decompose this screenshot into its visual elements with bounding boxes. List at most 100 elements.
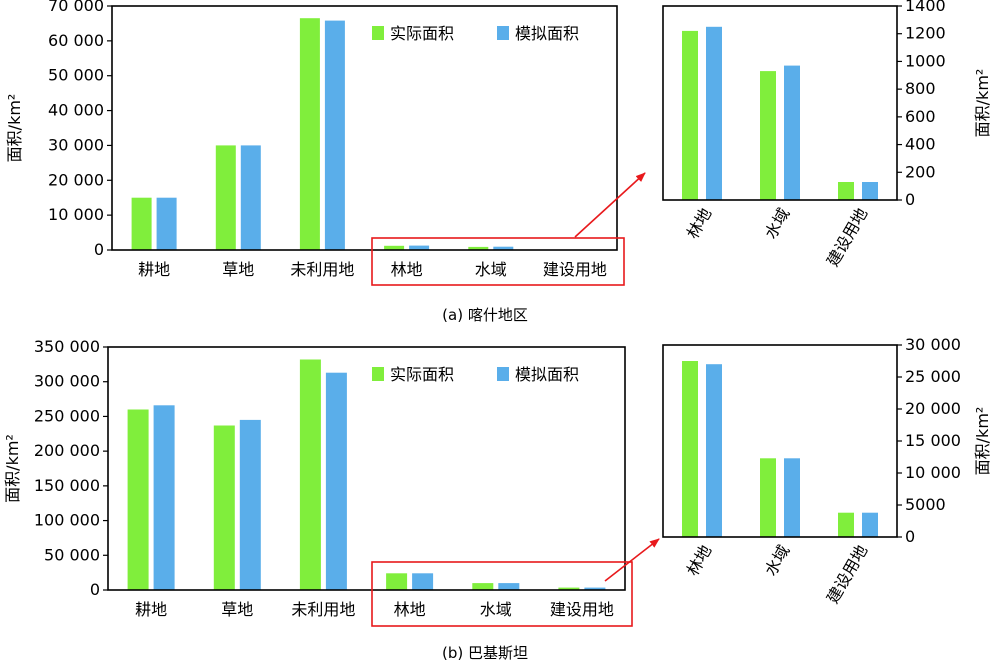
x-tick-label: 林地: [391, 260, 423, 279]
y-tick-label: 0: [905, 527, 915, 546]
y-tick-label: 20 000: [905, 399, 961, 418]
y-tick-label: 100 000: [34, 511, 100, 530]
bar-simulated: [498, 583, 520, 590]
y-tick-label: 400: [905, 135, 936, 154]
y-tick-label: 1200: [905, 24, 946, 43]
bar-actual: [384, 245, 405, 250]
y-axis-label: 面积/km²: [5, 94, 24, 163]
x-tick-label: 水域: [480, 600, 512, 619]
y-tick-label: 1000: [905, 51, 946, 70]
y-tick-label: 1400: [905, 0, 946, 15]
y-tick-label: 60 000: [48, 31, 104, 50]
y-tick-label: 10 000: [905, 463, 961, 482]
plot-frame: [111, 5, 618, 251]
x-tick-label: 草地: [222, 260, 254, 279]
bar-actual: [760, 458, 776, 537]
bar-actual: [472, 583, 494, 590]
bar-actual: [215, 145, 236, 250]
y-tick-label: 350 000: [34, 337, 100, 356]
bar-simulated: [239, 419, 261, 590]
x-tick-label: 水域: [761, 542, 793, 579]
y-tick-label: 25 000: [905, 367, 961, 386]
legend-swatch-actual: [372, 26, 384, 40]
bar-simulated: [325, 372, 347, 590]
x-tick-label: 草地: [221, 600, 253, 619]
y-tick-label: 20 000: [48, 170, 104, 189]
chart-a-inset: 林地 水域 建设用地 0 200 400 600 800 1000 1200 1400 面积/km²: [662, 0, 992, 270]
bar-simulated: [324, 20, 345, 250]
plot-frame: [107, 346, 626, 591]
bar-simulated: [156, 197, 177, 250]
x-tick-label: 林地: [683, 542, 715, 579]
x-tick-label: 建设用地: [550, 600, 614, 619]
y-tick-label: 30 000: [48, 135, 104, 154]
highlight-box-b: [371, 561, 633, 627]
y-tick-label: 0: [94, 240, 104, 259]
bar-simulated: [706, 26, 722, 200]
bar-actual: [127, 409, 149, 590]
bar-simulated: [584, 587, 606, 590]
y-tick-label: 40 000: [48, 101, 104, 120]
y-tick-label: 5000: [905, 495, 946, 514]
bar-actual: [682, 361, 698, 537]
y-axis-label: 面积/km²: [973, 69, 992, 138]
bar-simulated: [862, 182, 878, 200]
x-tick-label: 建设用地: [823, 205, 871, 270]
bar-simulated: [706, 364, 722, 537]
bar-actual: [299, 359, 321, 590]
y-tick-label: 300 000: [34, 372, 100, 391]
x-tick-label: 林地: [394, 600, 426, 619]
y-axis-label: 面积/km²: [3, 434, 22, 503]
legend-label-actual: 实际面积: [390, 24, 454, 43]
y-tick-label: 150 000: [34, 476, 100, 495]
bar-actual: [468, 246, 489, 250]
bar-simulated: [412, 573, 434, 590]
bar-actual: [682, 30, 698, 201]
bar-simulated: [153, 405, 175, 590]
x-tick-label: 耕地: [135, 600, 167, 619]
x-tick-label: 林地: [683, 205, 715, 242]
plot-frame: [662, 5, 898, 201]
x-tick-label: 建设用地: [543, 260, 607, 279]
y-tick-label: 30 000: [905, 335, 961, 354]
x-tick-label: 耕地: [138, 260, 170, 279]
y-tick-label: 15 000: [905, 431, 961, 450]
y-axis-label: 面积/km²: [973, 407, 992, 476]
legend-swatch-simulated: [497, 367, 509, 381]
y-tick-label: 0: [90, 580, 100, 599]
y-tick-label: 600: [905, 107, 936, 126]
bar-actual: [760, 71, 776, 200]
caption-a: (a) 喀什地区: [442, 306, 528, 324]
bar-actual: [838, 182, 854, 200]
legend-swatch-actual: [372, 367, 384, 381]
y-tick-label: 200: [905, 162, 936, 181]
bar-simulated: [493, 246, 514, 250]
highlight-arrow-b: [604, 538, 660, 582]
x-tick-label: 未利用地: [291, 600, 355, 619]
bar-actual: [299, 18, 320, 251]
y-tick-label: 50 000: [48, 66, 104, 85]
chart-b-main: 耕地 草地 未利用地 林地 水域 建设用地 0 50 000 100 000 150 000 200…: [3, 337, 626, 619]
x-tick-label: 建设用地: [823, 542, 871, 607]
bar-actual: [838, 512, 854, 537]
bar-actual: [386, 573, 408, 590]
caption-b: (b) 巴基斯坦: [442, 644, 528, 662]
legend-label-actual: 实际面积: [390, 365, 454, 384]
bar-simulated: [240, 145, 261, 250]
bar-simulated: [409, 245, 430, 250]
y-tick-label: 50 000: [44, 545, 100, 564]
bar-simulated: [862, 512, 878, 537]
bar-simulated: [784, 65, 800, 200]
y-tick-label: 200 000: [34, 441, 100, 460]
x-tick-label: 未利用地: [290, 260, 354, 279]
legend-swatch-simulated: [497, 26, 509, 40]
bar-simulated: [784, 458, 800, 537]
y-tick-label: 250 000: [34, 406, 100, 425]
legend-label-simulated: 模拟面积: [515, 365, 579, 384]
y-tick-label: 70 000: [48, 0, 104, 15]
bar-actual: [213, 425, 235, 590]
y-tick-label: 0: [905, 190, 915, 209]
